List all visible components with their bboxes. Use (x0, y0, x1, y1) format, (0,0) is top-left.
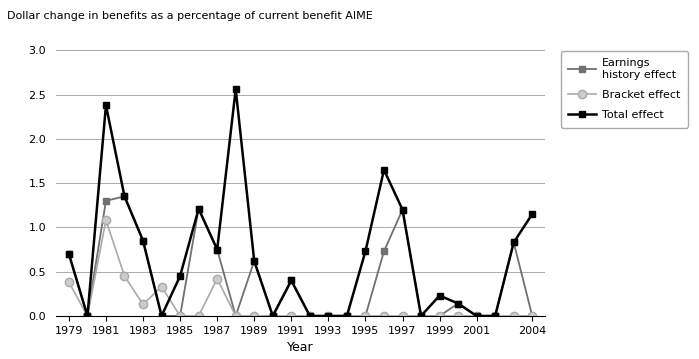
Total effect (176, 274, 185, 278)
Bracket effect (528, 314, 536, 318)
Earnings
history effect (287, 278, 296, 283)
Earnings
history effect (398, 208, 407, 212)
Total effect (380, 168, 388, 172)
Bracket effect (324, 314, 333, 318)
Line: Total effect: Total effect (66, 86, 535, 320)
Bracket effect (491, 314, 499, 318)
Earnings
history effect (473, 314, 481, 318)
Bracket effect (268, 314, 277, 318)
Bracket effect (454, 314, 462, 318)
Bracket effect (287, 314, 296, 318)
X-axis label: Year: Year (287, 341, 314, 354)
Total effect (528, 212, 536, 216)
Total effect (268, 314, 277, 318)
Earnings
history effect (194, 207, 203, 211)
Earnings
history effect (250, 259, 259, 263)
Total effect (65, 252, 73, 256)
Bracket effect (213, 276, 222, 281)
Bracket effect (380, 314, 388, 318)
Total effect (305, 314, 314, 318)
Earnings
history effect (510, 240, 518, 244)
Total effect (324, 314, 333, 318)
Earnings
history effect (324, 314, 333, 318)
Earnings
history effect (83, 314, 92, 318)
Earnings
history effect (176, 314, 185, 318)
Total effect (194, 207, 203, 211)
Earnings
history effect (213, 247, 222, 252)
Bracket effect (250, 314, 259, 318)
Earnings
history effect (102, 199, 110, 203)
Total effect (491, 314, 499, 318)
Total effect (473, 314, 481, 318)
Bracket effect (176, 314, 185, 318)
Earnings
history effect (528, 314, 536, 318)
Total effect (417, 314, 425, 318)
Bracket effect (473, 314, 481, 318)
Total effect (287, 278, 296, 283)
Bracket effect (83, 314, 92, 318)
Earnings
history effect (65, 252, 73, 256)
Bracket effect (510, 314, 518, 318)
Line: Bracket effect: Bracket effect (65, 216, 536, 320)
Text: Dollar change in benefits as a percentage of current benefit AIME: Dollar change in benefits as a percentag… (7, 11, 373, 21)
Total effect (454, 301, 462, 306)
Earnings
history effect (268, 314, 277, 318)
Earnings
history effect (343, 314, 351, 318)
Bracket effect (194, 314, 203, 318)
Total effect (231, 87, 240, 92)
Total effect (435, 293, 444, 298)
Bracket effect (343, 314, 351, 318)
Earnings
history effect (231, 314, 240, 318)
Total effect (213, 247, 222, 252)
Bracket effect (435, 314, 444, 318)
Earnings
history effect (454, 301, 462, 306)
Bracket effect (102, 218, 110, 223)
Total effect (343, 314, 351, 318)
Bracket effect (398, 314, 407, 318)
Line: Earnings
history effect: Earnings history effect (66, 193, 535, 319)
Total effect (102, 103, 110, 107)
Total effect (250, 259, 259, 263)
Earnings
history effect (305, 314, 314, 318)
Earnings
history effect (120, 194, 129, 199)
Bracket effect (157, 285, 166, 289)
Total effect (361, 249, 370, 253)
Bracket effect (231, 314, 240, 318)
Earnings
history effect (361, 314, 370, 318)
Bracket effect (361, 314, 370, 318)
Total effect (120, 194, 129, 199)
Legend: Earnings
history effect, Bracket effect, Total effect: Earnings history effect, Bracket effect,… (561, 51, 688, 128)
Earnings
history effect (157, 314, 166, 318)
Total effect (83, 314, 92, 318)
Bracket effect (65, 280, 73, 284)
Total effect (157, 314, 166, 318)
Earnings
history effect (417, 314, 425, 318)
Total effect (398, 208, 407, 212)
Earnings
history effect (380, 249, 388, 253)
Total effect (510, 240, 518, 244)
Bracket effect (417, 314, 425, 318)
Bracket effect (139, 302, 147, 307)
Bracket effect (120, 274, 129, 278)
Earnings
history effect (491, 314, 499, 318)
Bracket effect (305, 314, 314, 318)
Earnings
history effect (435, 314, 444, 318)
Total effect (139, 238, 147, 243)
Earnings
history effect (139, 238, 147, 243)
